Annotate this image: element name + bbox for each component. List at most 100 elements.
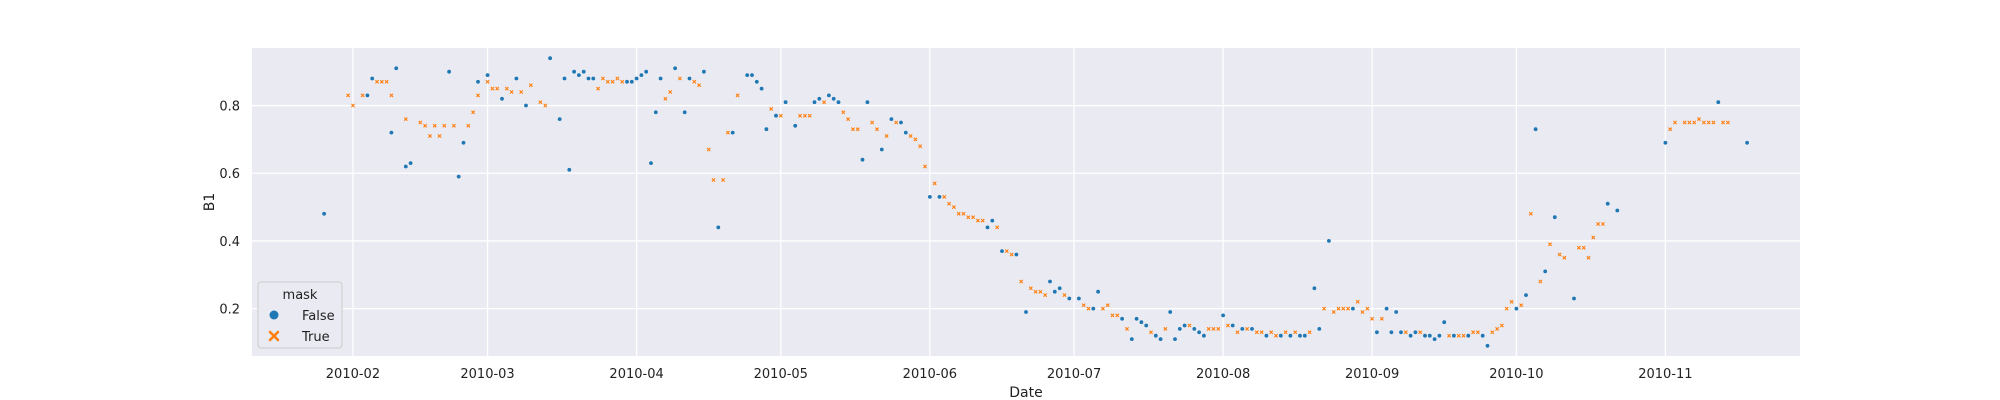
- y-tick-label: 0.8: [219, 100, 240, 115]
- data-point-false: [1230, 323, 1235, 328]
- data-point-false: [1182, 323, 1187, 328]
- data-point-false: [673, 66, 677, 71]
- data-point-true: [442, 123, 447, 128]
- data-point-false: [1533, 127, 1538, 132]
- data-point-true: [918, 144, 923, 149]
- data-point-true: [605, 79, 610, 84]
- data-point-true: [1538, 279, 1543, 284]
- data-point-true: [1499, 323, 1504, 328]
- data-point-false: [1000, 249, 1004, 254]
- data-point-false: [476, 79, 480, 84]
- data-point-true: [1086, 306, 1091, 311]
- data-point-false: [831, 96, 836, 101]
- data-point-true: [913, 137, 918, 142]
- data-point-true: [1274, 333, 1278, 338]
- data-point-false: [1327, 239, 1331, 243]
- data-point-true: [1028, 286, 1033, 291]
- y-axis-label: B1: [202, 193, 218, 212]
- data-point-true: [423, 123, 428, 128]
- data-point-true: [1725, 120, 1730, 125]
- x-tick-label: 2010-06: [903, 367, 957, 382]
- data-point-true: [1235, 330, 1240, 335]
- data-point-true: [610, 79, 615, 84]
- data-point-true: [1581, 245, 1586, 250]
- data-point-true: [600, 76, 605, 81]
- data-point-true: [769, 106, 774, 111]
- data-point-true: [1519, 303, 1524, 308]
- data-point-true: [1692, 120, 1697, 125]
- data-point-true: [538, 100, 543, 105]
- data-point-true: [668, 90, 673, 94]
- x-tick-label: 2010-05: [754, 367, 808, 382]
- data-point-true: [379, 79, 384, 84]
- data-point-false: [937, 195, 942, 199]
- data-point-true: [1009, 252, 1014, 257]
- data-point-false: [1014, 252, 1019, 257]
- legend-label-true: True: [301, 330, 330, 345]
- data-point-true: [1697, 117, 1701, 122]
- data-point-true: [677, 76, 682, 81]
- data-point-false: [1288, 333, 1293, 338]
- data-point-false: [1716, 100, 1721, 105]
- data-point-true: [1418, 330, 1423, 335]
- data-point-true: [1004, 249, 1009, 254]
- data-point-true: [1163, 326, 1168, 331]
- data-point-true: [1355, 299, 1360, 304]
- data-point-false: [817, 96, 822, 101]
- data-point-true: [504, 86, 509, 91]
- data-point-true: [975, 218, 980, 223]
- data-point-true: [1062, 293, 1067, 298]
- data-point-true: [1360, 310, 1365, 314]
- data-point-false: [1351, 306, 1355, 311]
- data-point-true: [615, 76, 620, 81]
- data-point-true: [1283, 330, 1288, 335]
- data-point-true: [1475, 330, 1480, 335]
- data-point-true: [375, 79, 379, 84]
- data-point-true: [692, 79, 697, 84]
- data-point-false: [985, 225, 990, 230]
- x-tick-label: 2010-04: [609, 367, 663, 382]
- data-point-true: [509, 90, 514, 94]
- data-point-false: [1302, 333, 1307, 338]
- data-point-true: [1100, 306, 1105, 311]
- data-point-false: [1615, 208, 1620, 213]
- data-point-false: [567, 167, 572, 172]
- data-point-true: [495, 86, 500, 91]
- data-point-true: [1245, 326, 1250, 331]
- x-tick-label: 2010-09: [1345, 367, 1399, 382]
- data-point-false: [403, 164, 408, 169]
- tick-labels: 2010-02 2010-03 2010-04 2010-05 2010-06 2010-…: [219, 100, 1692, 382]
- data-point-true: [870, 120, 875, 125]
- data-point-true: [1403, 330, 1408, 335]
- data-point-false: [1485, 343, 1490, 348]
- data-point-true: [932, 181, 937, 186]
- data-point-false: [322, 211, 326, 216]
- data-point-true: [1206, 326, 1211, 331]
- data-point-false: [1168, 310, 1173, 314]
- data-point-false: [682, 110, 687, 115]
- data-point-true: [360, 93, 365, 98]
- x-tick-label: 2010-07: [1047, 367, 1101, 382]
- data-point-false: [750, 73, 754, 77]
- data-point-true: [846, 117, 851, 122]
- data-point-false: [702, 69, 706, 74]
- data-point-false: [1298, 333, 1302, 338]
- data-point-false: [524, 103, 528, 108]
- data-point-true: [351, 103, 355, 108]
- data-point-false: [1077, 296, 1081, 301]
- data-point-false: [812, 100, 817, 105]
- data-point-true: [1254, 330, 1259, 335]
- data-point-true: [971, 215, 976, 220]
- data-point-true: [1331, 310, 1336, 314]
- data-point-false: [1427, 333, 1432, 338]
- data-point-false: [1663, 140, 1668, 145]
- data-point-true: [663, 96, 668, 101]
- data-point-false: [1052, 289, 1057, 294]
- data-point-true: [855, 127, 860, 132]
- data-point-false: [754, 79, 759, 84]
- data-point-false: [629, 79, 634, 84]
- data-point-true: [1586, 255, 1591, 260]
- data-point-false: [634, 76, 639, 81]
- data-point-false: [394, 66, 399, 71]
- data-point-false: [793, 123, 798, 128]
